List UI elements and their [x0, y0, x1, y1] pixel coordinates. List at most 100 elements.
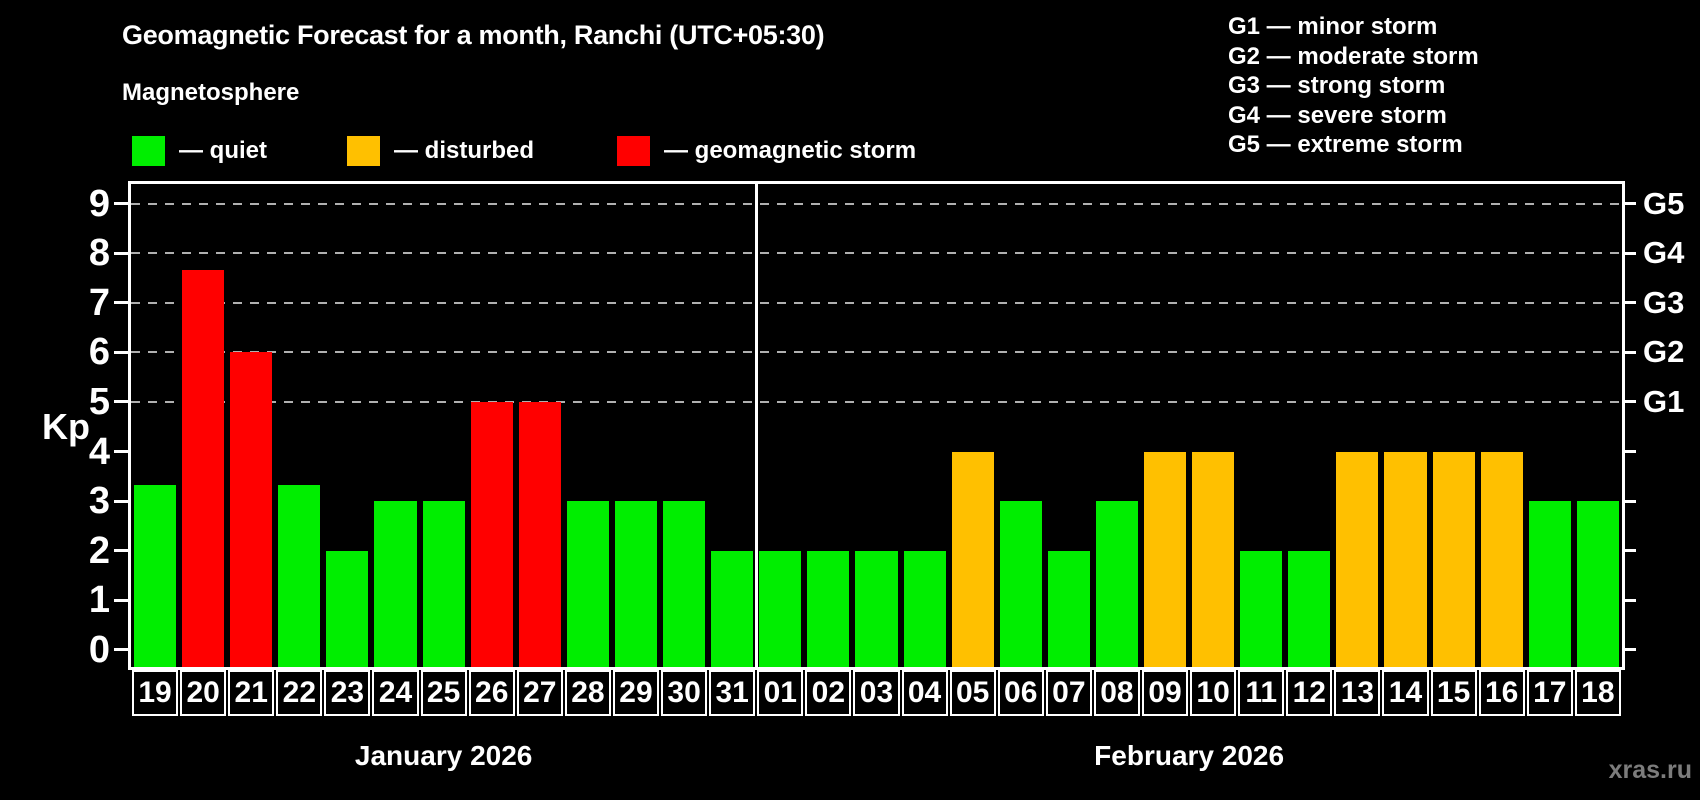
day-label-0-29: 29 [612, 670, 660, 716]
kp-bar-month1-day06 [999, 501, 1042, 667]
day-slot-1-12: 12 [1285, 670, 1333, 716]
kp-bar-month1-day03 [855, 550, 898, 667]
legend-swatch-quiet [132, 135, 165, 166]
bar-slot-1-02 [804, 184, 852, 667]
g-axis-label-G3: G3 [1643, 284, 1685, 320]
day-label-1-05: 05 [949, 670, 996, 716]
y-tick-label-6: 6 [88, 331, 110, 374]
y-tick-left-8 [114, 251, 128, 255]
day-slot-0-25: 25 [420, 670, 468, 716]
kp-bar-month0-day31 [711, 550, 754, 667]
y-tick-label-2: 2 [88, 529, 110, 572]
day-slot-0-31: 31 [708, 670, 756, 716]
kp-bar-month1-day02 [807, 550, 850, 667]
magnetosphere-subtitle: Magnetosphere [122, 79, 300, 106]
day-label-1-07: 07 [1045, 670, 1092, 716]
bar-slot-0-22 [275, 184, 323, 667]
bar-slot-1-03 [852, 184, 900, 667]
bar-slot-0-31 [708, 184, 756, 667]
kp-bar-month1-day08 [1095, 501, 1138, 667]
day-slot-0-28: 28 [564, 670, 612, 716]
y-tick-label-3: 3 [88, 480, 110, 523]
legend-swatch-storm [617, 135, 650, 166]
day-label-1-14: 14 [1382, 670, 1429, 716]
day-slot-0-22: 22 [275, 670, 323, 716]
day-label-0-19: 19 [132, 670, 179, 716]
bar-slot-0-27 [516, 184, 564, 667]
kp-bar-month0-day22 [278, 484, 321, 667]
kp-bar-month1-day17 [1528, 501, 1571, 667]
kp-bar-month0-day19 [134, 484, 177, 667]
bar-slot-1-14 [1381, 184, 1429, 667]
day-label-0-31: 31 [709, 670, 756, 716]
legend-label-quiet: — quiet [179, 136, 267, 164]
bar-slot-0-25 [420, 184, 468, 667]
kp-bar-month0-day28 [566, 501, 609, 667]
day-slot-1-09: 09 [1141, 670, 1189, 716]
g-legend-line-2: G2 — moderate storm [1228, 42, 1479, 70]
day-label-1-16: 16 [1478, 670, 1525, 716]
plot-area [128, 181, 1625, 670]
g-axis-label-G4: G4 [1643, 235, 1685, 271]
gridline-kp-5 [131, 400, 1622, 403]
y-tick-left-5 [114, 400, 128, 404]
bar-slot-1-17 [1526, 184, 1574, 667]
g-axis-label-G5: G5 [1643, 185, 1685, 221]
day-label-0-22: 22 [276, 670, 323, 716]
day-label-1-06: 06 [997, 670, 1044, 716]
g-legend-line-5: G5 — extreme storm [1228, 131, 1463, 159]
bar-slot-1-12 [1285, 184, 1333, 667]
day-label-1-15: 15 [1430, 670, 1477, 716]
day-slot-0-30: 30 [660, 670, 708, 716]
bar-slot-0-23 [323, 184, 371, 667]
kp-bar-month1-day04 [903, 550, 946, 667]
kp-bar-month0-day25 [422, 501, 465, 667]
kp-bar-month1-day05 [951, 451, 994, 667]
y-tick-left-4 [114, 450, 128, 453]
y-tick-label-1: 1 [88, 579, 110, 622]
bar-slot-1-11 [1237, 184, 1285, 667]
day-slot-1-03: 03 [852, 670, 900, 716]
day-label-1-02: 02 [805, 670, 852, 716]
day-label-1-17: 17 [1526, 670, 1573, 716]
kp-bar-month1-day14 [1384, 451, 1427, 667]
day-label-0-23: 23 [324, 670, 371, 716]
bar-slot-1-18 [1574, 184, 1622, 667]
day-slot-0-23: 23 [323, 670, 371, 716]
legend-swatch-disturbed [347, 135, 380, 166]
kp-bar-month0-day23 [326, 550, 369, 667]
kp-bar-month0-day27 [518, 401, 561, 667]
kp-bar-month1-day07 [1047, 550, 1090, 667]
watermark: xras.ru [1608, 756, 1692, 784]
month-label-0: January 2026 [354, 740, 533, 771]
page-title: Geomagnetic Forecast for a month, Ranchi… [122, 20, 825, 50]
y-tick-label-7: 7 [88, 281, 110, 324]
month-divider-line [754, 184, 758, 667]
y-tick-label-8: 8 [88, 232, 110, 275]
y-tick-left-3 [114, 499, 128, 503]
kp-bar-month1-day09 [1143, 451, 1187, 667]
bar-slot-1-06 [997, 184, 1045, 667]
day-label-1-10: 10 [1190, 670, 1237, 716]
day-slot-0-24: 24 [371, 670, 419, 716]
day-slot-1-17: 17 [1526, 670, 1574, 716]
day-label-0-28: 28 [564, 670, 611, 716]
kp-bar-month1-day10 [1192, 451, 1235, 667]
day-slot-0-21: 21 [227, 670, 275, 716]
day-slot-1-13: 13 [1333, 670, 1381, 716]
day-slot-1-15: 15 [1430, 670, 1478, 716]
kp-bar-month1-day01 [759, 550, 802, 667]
month-label-1: February 2026 [1094, 740, 1285, 771]
y-tick-label-0: 0 [88, 628, 110, 671]
bar-slot-1-10 [1189, 184, 1237, 667]
day-slot-1-16: 16 [1478, 670, 1526, 716]
bars-layer [131, 184, 1622, 667]
day-label-0-27: 27 [516, 670, 563, 716]
bar-slot-0-21 [227, 184, 275, 667]
gridline-kp-7 [131, 301, 1622, 304]
day-label-0-20: 20 [180, 670, 227, 716]
kp-bar-month0-day21 [230, 352, 273, 667]
y-tick-left-6 [114, 350, 128, 354]
day-slot-1-04: 04 [901, 670, 949, 716]
